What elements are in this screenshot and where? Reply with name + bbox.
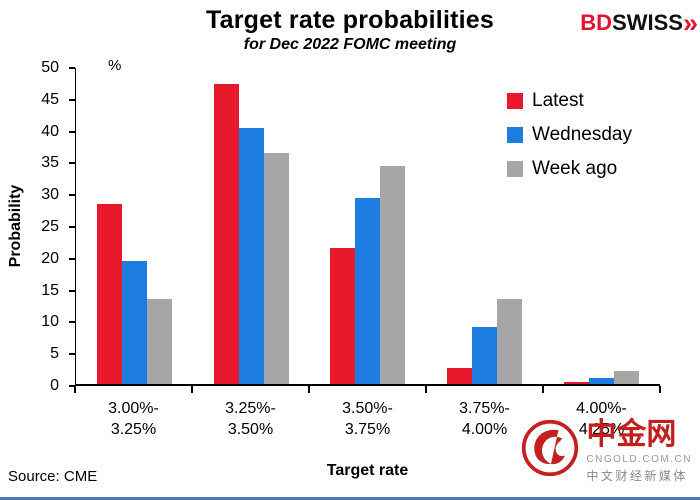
x-category-label: 3.50%- 3.75% xyxy=(342,400,393,438)
legend-label: Latest xyxy=(532,90,584,111)
legend-item: Latest xyxy=(507,90,632,112)
bar-latest xyxy=(447,368,473,384)
x-category-labels: 3.00%- 3.25% 3.25%- 3.50% 3.50%- 3.75% 3.75%- 4… xyxy=(75,398,660,440)
y-tick-mark xyxy=(69,162,75,165)
y-tick-mark xyxy=(69,226,75,228)
y-tick-label: 5 xyxy=(50,345,59,363)
x-tick-mark xyxy=(425,386,427,393)
legend-swatch xyxy=(507,93,523,109)
legend: Latest Wednesday Week ago xyxy=(507,90,632,192)
y-tick-label: 10 xyxy=(41,313,59,331)
percent-unit-label: % xyxy=(108,57,122,74)
y-tick-label: 25 xyxy=(41,218,59,235)
bar-week-ago xyxy=(380,165,406,384)
chart-subtitle: for Dec 2022 FOMC meeting xyxy=(243,36,457,53)
bar-group xyxy=(310,68,427,384)
bar-week-ago xyxy=(146,298,172,384)
y-tick-mark xyxy=(69,385,75,387)
y-tick-mark xyxy=(69,321,75,324)
y-tick-label: 0 xyxy=(50,377,59,394)
bar-wednesday xyxy=(472,327,498,384)
y-tick-label: 50 xyxy=(41,59,59,76)
y-tick-label: 20 xyxy=(41,249,59,267)
bar-week-ago xyxy=(263,153,289,384)
x-category-label: 3.25%- 3.50% xyxy=(225,400,276,438)
y-tick-label: 40 xyxy=(41,122,59,140)
legend-label: Wednesday xyxy=(532,124,632,145)
bar-group xyxy=(76,68,193,384)
watermark: 中金网 CNGOLD.COM.CN 中文财经新媒体 xyxy=(520,418,692,484)
y-tick-label: 30 xyxy=(41,186,59,204)
y-tick-mark xyxy=(69,194,75,197)
source-text: Source: CME xyxy=(8,468,98,485)
plot-area xyxy=(75,68,660,386)
x-tick-mark xyxy=(542,386,544,393)
legend-label: Week ago xyxy=(532,158,618,179)
watermark-text: 中金网 CNGOLD.COM.CN 中文财经新媒体 xyxy=(586,418,692,484)
y-tick-mark xyxy=(69,289,75,292)
bar-group xyxy=(543,68,660,384)
legend-swatch xyxy=(507,161,523,177)
x-tick-mark xyxy=(308,386,310,393)
bar-wednesday xyxy=(121,260,147,384)
x-tick-mark xyxy=(659,386,661,393)
y-axis: 50 45 40 35 30 25 20 15 10 5 0 xyxy=(0,59,75,394)
y-tick-label: 15 xyxy=(41,281,59,299)
bar-wednesday xyxy=(238,128,264,384)
y-tick-mark xyxy=(69,98,75,101)
bar-group xyxy=(193,68,310,384)
legend-item: Week ago xyxy=(507,158,632,180)
y-tick-mark xyxy=(69,353,75,356)
y-tick-mark xyxy=(69,67,75,69)
y-tick-label: 45 xyxy=(41,90,59,108)
x-axis-title: Target rate xyxy=(326,462,409,479)
bar-latest xyxy=(213,83,239,384)
x-tick-mark xyxy=(74,386,76,393)
chevrons-icon: » xyxy=(682,8,698,38)
legend-item: Wednesday xyxy=(507,124,632,146)
y-tick-label: 35 xyxy=(41,154,59,172)
logo-bd: BD xyxy=(580,10,613,35)
cngold-logo-icon xyxy=(522,419,579,477)
x-category-label: 3.00%- 3.25% xyxy=(108,400,159,438)
x-category-label: 4.00%- 4.25% xyxy=(576,400,627,438)
bar-latest xyxy=(564,382,590,384)
bottom-border xyxy=(0,497,700,500)
bar-wednesday xyxy=(589,377,615,384)
logo-swiss: SWISS xyxy=(612,10,683,35)
legend-swatch xyxy=(507,127,523,143)
bar-wednesday xyxy=(355,197,381,384)
bar-week-ago xyxy=(497,298,523,384)
y-tick-mark xyxy=(69,130,75,133)
bar-group xyxy=(426,68,543,384)
bar-week-ago xyxy=(614,371,640,384)
y-tick-mark xyxy=(69,257,75,260)
x-category-label: 3.75%- 4.00% xyxy=(459,400,510,438)
x-axis-ticks xyxy=(74,386,661,394)
bar-latest xyxy=(96,203,122,384)
watermark-tagline: 中文财经新媒体 xyxy=(586,469,688,483)
watermark-name: 中金网 xyxy=(586,418,677,451)
x-tick-mark xyxy=(191,386,193,393)
bdswiss-logo: BDSWISS» xyxy=(580,8,698,38)
watermark-url: CNGOLD.COM.CN xyxy=(586,454,692,465)
bar-latest xyxy=(330,248,356,384)
chart-title: Target rate probabilities xyxy=(206,6,494,34)
